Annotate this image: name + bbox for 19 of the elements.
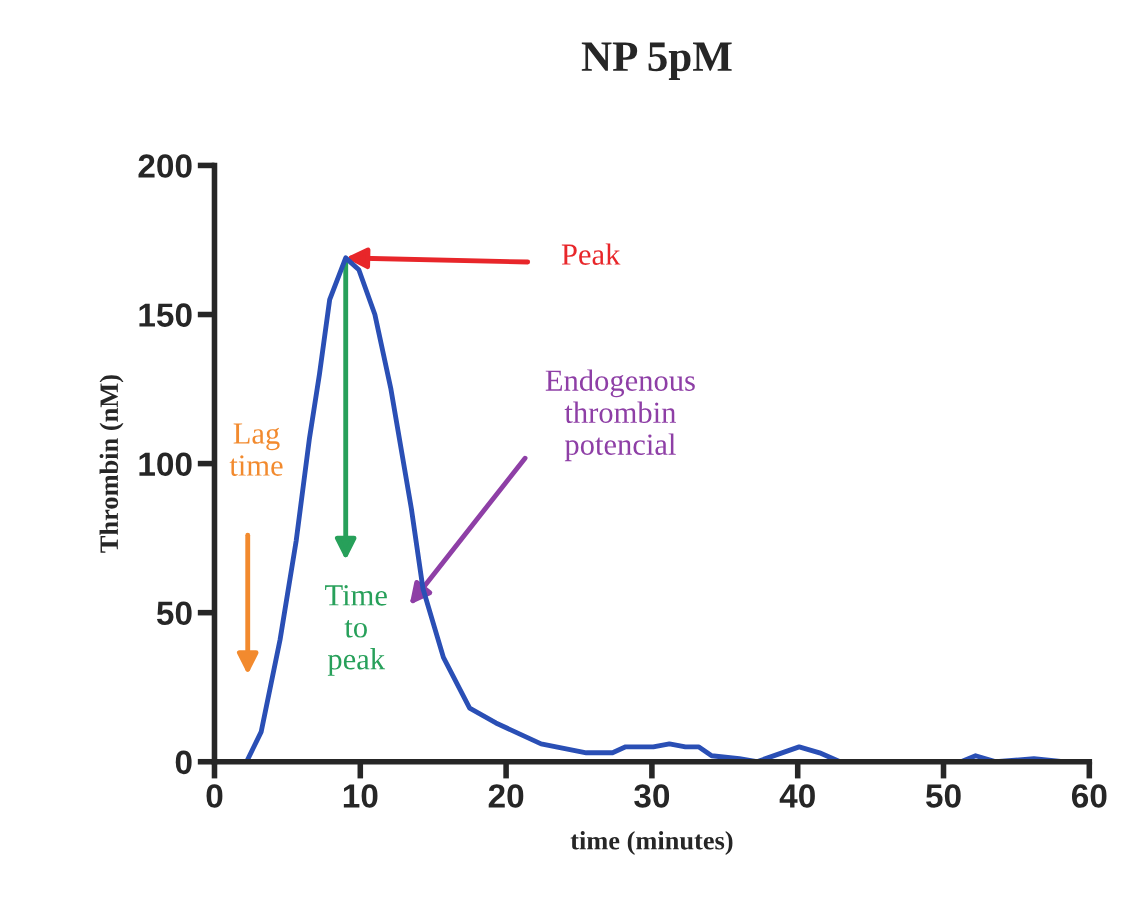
y-tick-label: 200: [138, 154, 192, 178]
y-tick-label: 0: [175, 750, 192, 775]
x-tick-label: 30: [634, 784, 670, 808]
y-axis-title: Thrombin (nM): [99, 375, 124, 553]
y-tick-label: 150: [139, 303, 192, 327]
x-tick-label: 50: [926, 784, 961, 808]
x-tick-label: 0: [206, 784, 223, 808]
y-tick-label: 50: [156, 601, 192, 626]
annotation: Time to peak: [325, 585, 387, 676]
x-tick-label: 40: [779, 784, 815, 808]
chart-title: NP 5pM: [581, 42, 732, 80]
x-tick-label: 60: [1071, 784, 1107, 808]
x-tick-label: 10: [343, 784, 378, 808]
x-tick-label: 20: [488, 784, 524, 808]
y-tick-label: 100: [139, 452, 192, 476]
annotation: Lag time: [229, 423, 283, 476]
annotation: Peak: [561, 243, 621, 265]
x-axis-title: time (minutes): [570, 831, 733, 855]
annotation: Endogenous thrombin potencial: [545, 369, 695, 462]
